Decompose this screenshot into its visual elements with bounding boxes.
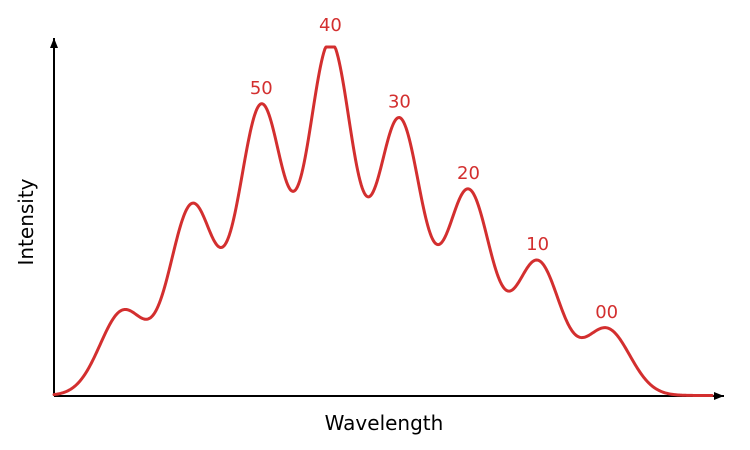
peak-labels: 50 40 30 20 10 00 [250, 15, 618, 323]
y-axis-label: Intensity [14, 178, 38, 265]
peak-label-50: 50 [250, 78, 273, 99]
peak-label-00: 00 [595, 302, 618, 323]
peak-label-30: 30 [388, 92, 411, 113]
peak-label-20: 20 [457, 163, 480, 184]
peak-label-10: 10 [526, 234, 549, 255]
spectrum-line [52, 45, 714, 397]
peak-label-40: 40 [319, 15, 342, 36]
x-axis-label: Wavelength [325, 411, 444, 435]
